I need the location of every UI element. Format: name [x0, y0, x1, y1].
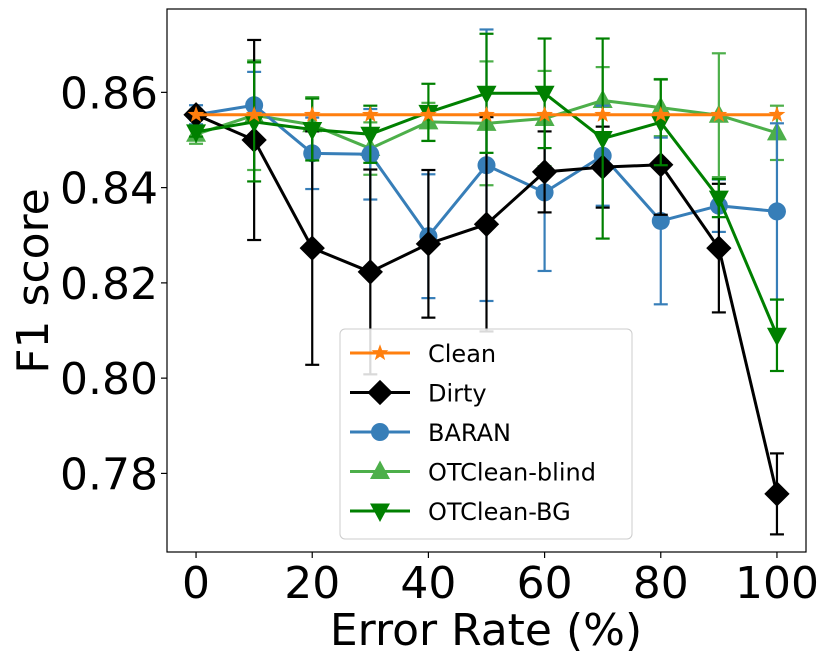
x-axis-title: Error Rate (%) [330, 605, 642, 656]
ticks-layer: 0 20 40 60 80 100 0.78 0.80 0.82 0.84 0.86 [60, 68, 819, 609]
y-tick-label: 0.78 [60, 449, 158, 500]
point-clean [652, 105, 670, 122]
x-tick-label: 20 [284, 558, 340, 609]
legend-item-otclean-bg: OTClean-BG [350, 498, 571, 526]
legend-marker [371, 344, 389, 361]
point-otclean-bg [302, 122, 323, 141]
point-dirty [357, 259, 383, 285]
legend-label: BARAN [428, 419, 511, 447]
point-clean [245, 105, 263, 122]
point-clean [768, 105, 786, 122]
legend-label: Dirty [428, 380, 487, 408]
y-tick-label: 0.82 [60, 259, 158, 310]
point-dirty [415, 231, 442, 257]
legend-item-otclean-blind: OTClean-blind [350, 459, 596, 487]
legend-label: Clean [428, 340, 496, 368]
point-otclean-bg [766, 327, 787, 347]
point-otclean-bg [360, 126, 381, 146]
x-tick-label: 0 [182, 558, 210, 609]
legend-marker [371, 423, 389, 441]
point-dirty [299, 235, 325, 261]
legend-item-dirty: Dirty [350, 380, 487, 408]
point-otclean-bg [476, 85, 497, 105]
point-otclean-bg [592, 131, 613, 150]
y-tick-label: 0.80 [60, 354, 158, 405]
point-otclean-bg [650, 114, 671, 134]
point-otclean-bg [708, 190, 729, 210]
point-dirty [473, 211, 500, 237]
point-clean [420, 105, 437, 122]
plot-frame [166, 8, 807, 553]
series-clean [187, 105, 786, 122]
x-tick-label: 100 [735, 558, 819, 609]
legend-marker [370, 460, 390, 479]
point-clean [187, 105, 205, 122]
point-clean [478, 105, 495, 122]
point-otclean-bg [244, 114, 265, 133]
point-otclean-bg [186, 124, 207, 143]
legend-marker [367, 379, 393, 406]
point-clean [536, 105, 553, 122]
point-clean [710, 105, 728, 122]
legend-marker [370, 503, 390, 522]
legend-box [339, 328, 633, 540]
point-clean [594, 105, 612, 122]
x-tick-label: 80 [633, 558, 689, 609]
point-otclean-bg [534, 85, 555, 105]
point-clean [361, 105, 379, 122]
legend-label: OTClean-blind [428, 459, 596, 487]
y-tick-label: 0.84 [60, 164, 158, 215]
point-baran [767, 202, 786, 221]
point-dirty [706, 235, 732, 261]
legend-label: OTClean-BG [428, 498, 571, 526]
legend-item-baran: BARAN [350, 419, 511, 447]
x-tick-label: 40 [400, 558, 456, 609]
point-baran [651, 211, 670, 230]
point-dirty [764, 481, 790, 507]
legend: Clean Dirty BARAN OTClean-blind OTClean-BG [339, 328, 633, 540]
legend-item-clean: Clean [350, 340, 496, 368]
plot-layer [183, 28, 790, 536]
point-dirty [531, 159, 558, 185]
y-tick-label: 0.86 [60, 68, 158, 119]
point-clean [303, 105, 321, 122]
x-tick-label: 60 [517, 558, 573, 609]
y-axis-title: F1 score [8, 188, 59, 374]
